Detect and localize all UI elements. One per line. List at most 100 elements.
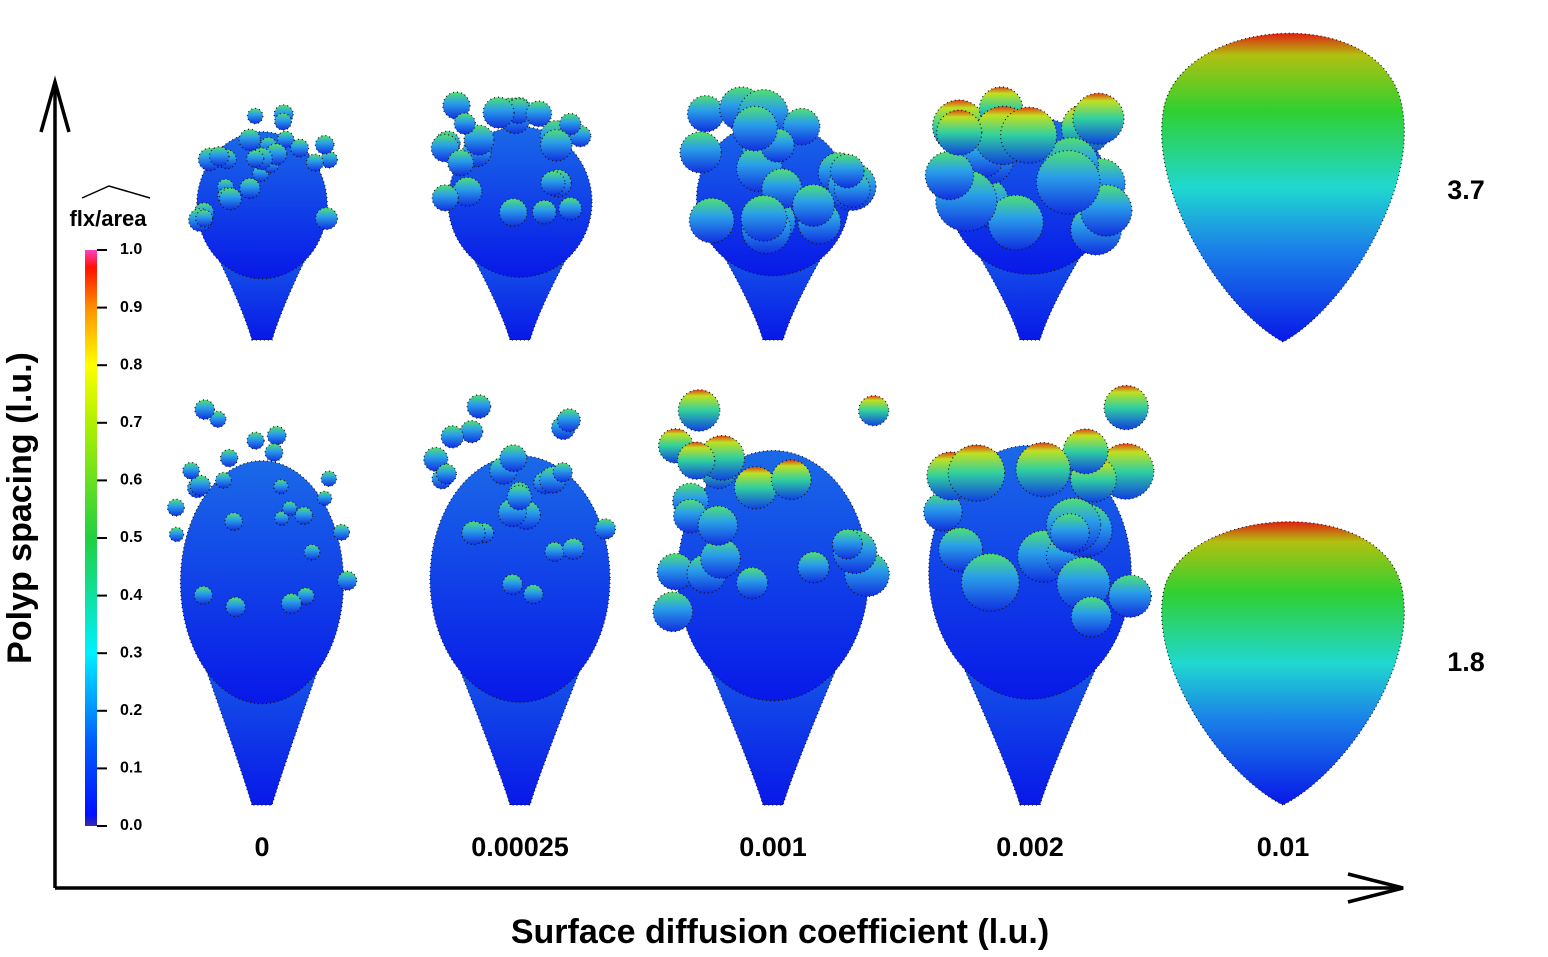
polyp <box>733 466 778 510</box>
polyp <box>280 593 302 615</box>
polyp <box>544 541 565 563</box>
polyp <box>218 187 242 211</box>
colorbar-tick-label: 0.2 <box>120 702 142 719</box>
polyp <box>273 479 289 495</box>
colorbar-title: flx/area <box>69 206 147 231</box>
polyp <box>686 95 725 133</box>
polyp <box>294 506 314 526</box>
specimen <box>679 86 877 341</box>
polyp <box>501 573 524 596</box>
polyp <box>700 537 741 579</box>
polyp <box>1015 442 1071 498</box>
polyp <box>447 149 474 177</box>
polyp <box>296 587 315 606</box>
polyp <box>676 441 716 480</box>
polyp <box>463 124 495 156</box>
polyp <box>442 91 471 120</box>
polyp <box>924 150 975 201</box>
x-axis-label: Surface diffusion coefficient (l.u.) <box>511 913 1049 951</box>
column-label: 0.01 <box>1257 832 1310 862</box>
colorbar-tick-label: 0.6 <box>120 472 142 489</box>
polyp <box>276 130 295 149</box>
polyp <box>558 112 582 136</box>
polyp <box>732 105 778 152</box>
polyp <box>182 461 201 480</box>
polyp <box>506 484 533 511</box>
polyp <box>1049 513 1090 553</box>
polyp <box>274 112 293 131</box>
polyp <box>282 500 298 517</box>
polyp <box>337 570 358 591</box>
polyp <box>677 389 721 432</box>
polyp <box>499 444 528 473</box>
polyp <box>219 448 239 468</box>
polyp <box>558 196 583 221</box>
polyp <box>332 523 351 541</box>
polyp <box>498 198 528 227</box>
polyp <box>303 543 321 561</box>
polyp <box>947 444 1006 502</box>
specimen <box>430 91 593 341</box>
polyp <box>735 566 769 600</box>
y-arrow <box>39 75 71 133</box>
colorbar-tick-label: 0.1 <box>120 760 142 777</box>
polyp <box>314 134 335 155</box>
x-arrow <box>1347 872 1404 904</box>
polyp <box>435 463 457 485</box>
polyp <box>652 591 694 633</box>
row-label: 3.7 <box>1447 175 1485 205</box>
polyp <box>319 150 338 169</box>
polyp <box>539 129 573 162</box>
polyp <box>290 138 310 158</box>
polyp <box>858 395 890 427</box>
polyp <box>238 128 261 152</box>
polyp <box>208 146 230 167</box>
polyp <box>166 498 185 517</box>
polyp <box>246 107 264 125</box>
polyp <box>523 584 544 605</box>
polyp <box>791 184 835 228</box>
polyp <box>168 526 185 543</box>
polyp <box>195 209 214 228</box>
y-axis-label: Polyp spacing (l.u.) <box>1 352 39 664</box>
polyp <box>314 206 339 231</box>
specimen <box>652 389 890 806</box>
polyp <box>461 520 486 546</box>
polyp <box>688 197 735 244</box>
hat <box>81 185 151 199</box>
polyp <box>209 410 227 428</box>
axes <box>39 75 1404 904</box>
specimen <box>1161 521 1405 806</box>
polyp <box>525 100 553 128</box>
column-label: 0.001 <box>739 832 807 862</box>
polyp <box>770 459 812 501</box>
colorbar-tick-label: 0.3 <box>120 644 142 661</box>
polyp <box>453 112 476 135</box>
polyp <box>224 512 244 532</box>
column-label: 0.00025 <box>471 832 569 862</box>
polyp <box>194 399 216 420</box>
specimen <box>923 384 1155 806</box>
polyp <box>266 425 287 446</box>
polyp <box>320 470 338 488</box>
polyp <box>797 551 830 584</box>
column-label: 0.002 <box>996 832 1064 862</box>
polyp <box>1108 574 1152 618</box>
polyp <box>214 471 232 489</box>
polyp <box>960 553 1020 612</box>
polyp <box>466 394 492 419</box>
polyp <box>1000 106 1058 164</box>
polyp <box>189 474 211 497</box>
polyp <box>431 184 459 212</box>
polyp <box>740 194 788 242</box>
polyp <box>1072 92 1125 145</box>
polyp <box>829 153 865 189</box>
colorbar-tick-label: 0.4 <box>120 587 142 604</box>
polyp <box>193 585 213 605</box>
specimen <box>188 104 339 341</box>
polyp <box>264 443 284 463</box>
polyp <box>1035 149 1101 215</box>
polyp <box>1062 428 1109 475</box>
polyp <box>936 109 983 156</box>
polyp <box>782 107 821 146</box>
